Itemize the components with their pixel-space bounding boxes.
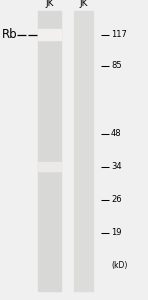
Bar [38,162,61,171]
Bar [74,11,93,291]
Text: Rb: Rb [1,28,17,41]
Text: 19: 19 [111,228,122,237]
Text: JK: JK [79,0,88,8]
Text: JK: JK [46,0,54,8]
Text: 34: 34 [111,162,122,171]
Bar [38,29,61,40]
Text: (kD): (kD) [111,261,127,270]
Bar [38,11,61,291]
Text: 117: 117 [111,30,127,39]
Text: 26: 26 [111,195,122,204]
Text: 48: 48 [111,129,122,138]
Text: 85: 85 [111,61,122,70]
